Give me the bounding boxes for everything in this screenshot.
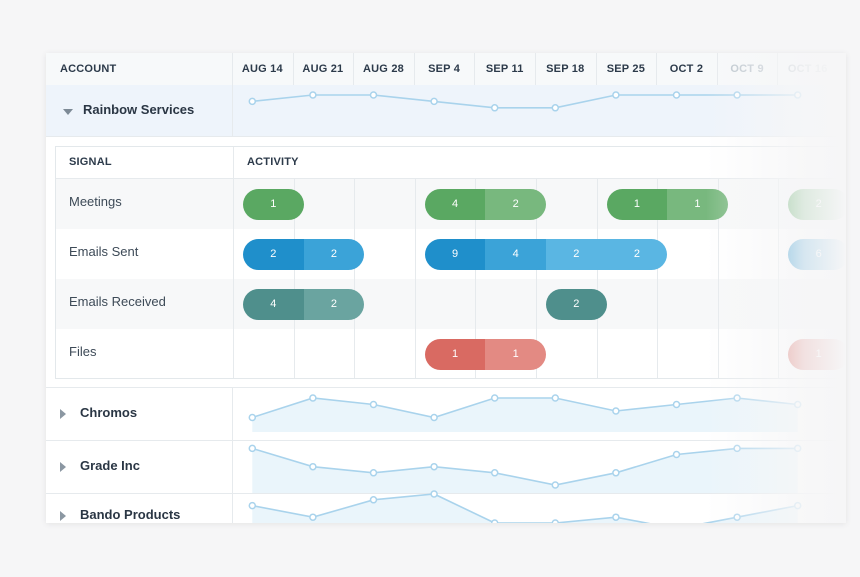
sparkline-point (551, 519, 560, 523)
account-name[interactable]: Rainbow Services (83, 102, 195, 117)
sparkline-point (309, 513, 317, 521)
week-header-sep-18: SEP 18 (546, 63, 585, 75)
sparkline-point (430, 462, 438, 471)
week-header-aug-21: AUG 21 (302, 63, 344, 75)
account-column-header[interactable]: ACCOUNT (60, 63, 117, 75)
sparkline-point (672, 91, 681, 99)
account-row-chromos[interactable]: Chromos (46, 387, 846, 441)
sparkline-point (309, 462, 317, 471)
sparkline-area (252, 398, 798, 432)
week-header-aug-28: AUG 28 (363, 63, 404, 75)
sparkline-point (369, 91, 378, 99)
sparkline-point (793, 400, 802, 409)
activity-count: 2 (545, 239, 607, 270)
account-row-bando-products[interactable]: Bando Products (46, 494, 846, 523)
sparkline-point (733, 394, 741, 402)
sparkline-area (252, 448, 798, 493)
week-header-sep-11: SEP 11 (485, 63, 524, 75)
activity-count: 4 (424, 189, 486, 220)
activity-count: 2 (606, 239, 668, 270)
signal-label: Files (69, 344, 97, 359)
week-header-sep-25: SEP 25 (606, 63, 646, 75)
sparkline-point (612, 469, 620, 477)
activity-column-header: ACTIVITY (247, 156, 299, 168)
sparkline-point (672, 400, 681, 409)
sparkline-point (309, 394, 317, 402)
signal-row-emails-sent: Emails Sent (56, 229, 846, 279)
chevron-right-icon[interactable] (60, 511, 66, 521)
sparkline-point (369, 496, 378, 504)
chevron-right-icon[interactable] (60, 462, 66, 472)
sparkline-point (793, 91, 802, 99)
sparkline-point (490, 394, 499, 402)
signal-column-header: SIGNAL (69, 156, 112, 168)
sparkline-point (551, 104, 560, 112)
activity-count: 2 (243, 239, 304, 270)
signal-label: Emails Sent (69, 244, 139, 259)
sparkline-point (733, 444, 741, 453)
sparkline-point (369, 469, 378, 477)
activity-count: 4 (485, 239, 546, 270)
sparkline-point (309, 91, 317, 99)
sparkline-point (672, 450, 681, 459)
sparkline-point (490, 469, 499, 477)
signal-header: SIGNAL ACTIVITY (56, 147, 846, 179)
sparkline-area (252, 494, 798, 523)
chevron-right-icon[interactable] (60, 409, 66, 419)
activity-pill[interactable]: 2 (546, 289, 607, 320)
sparkline-bando-products (252, 493, 798, 523)
sparkline-point (248, 413, 257, 422)
sparkline-point (430, 413, 438, 422)
sparkline-point (248, 501, 257, 510)
sparkline-point (490, 104, 499, 112)
sparkline-point (551, 481, 560, 489)
activity-count: 2 (485, 189, 546, 220)
signal-label: Meetings (69, 194, 122, 209)
signal-row-files: Files (56, 329, 846, 379)
week-header-aug-14: AUG 14 (241, 63, 283, 75)
activity-count: 1 (243, 189, 304, 220)
sparkline-rainbow-services (252, 94, 798, 109)
sparkline-point (551, 394, 560, 402)
sparkline-point (793, 444, 802, 453)
sparkline-point (733, 91, 741, 99)
sparkline-point (369, 400, 378, 409)
sparkline-point (612, 513, 620, 521)
sparkline-point (430, 490, 438, 498)
activity-count: 4 (243, 289, 304, 320)
signal-label: Emails Received (69, 294, 166, 309)
sparkline-point (248, 97, 257, 106)
account-name[interactable]: Grade Inc (80, 458, 140, 473)
sparkline-point (612, 407, 620, 415)
account-name[interactable]: Chromos (80, 405, 138, 420)
activity-count: 9 (424, 239, 486, 270)
activity-sparklines (248, 91, 802, 523)
activity-count: 2 (303, 239, 365, 270)
sparkline-point (490, 519, 499, 523)
sparkline-point (612, 91, 620, 99)
account-activity-table: ACCOUNT AUG 14 AUG 21 AUG 28 SEP 4 SEP 11 SEP… (46, 53, 846, 523)
activity-count: 1 (424, 339, 486, 370)
activity-pill[interactable]: 1 (243, 189, 304, 220)
week-header-sep-4: SEP 4 (428, 63, 461, 75)
chevron-down-icon[interactable] (63, 109, 73, 115)
sparkline-point (733, 513, 741, 521)
activity-count: 1 (606, 189, 668, 220)
activity-count: 2 (303, 289, 365, 320)
account-row-grade-inc[interactable]: Grade Inc (46, 440, 846, 494)
activity-count: 1 (485, 339, 546, 370)
activity-count: 2 (546, 289, 607, 320)
sparkline-point (430, 97, 438, 106)
sparkline-point (793, 501, 802, 510)
account-name[interactable]: Bando Products (80, 507, 181, 522)
sparkline-point (248, 444, 257, 453)
week-header-oct-2: OCT 2 (669, 63, 704, 75)
